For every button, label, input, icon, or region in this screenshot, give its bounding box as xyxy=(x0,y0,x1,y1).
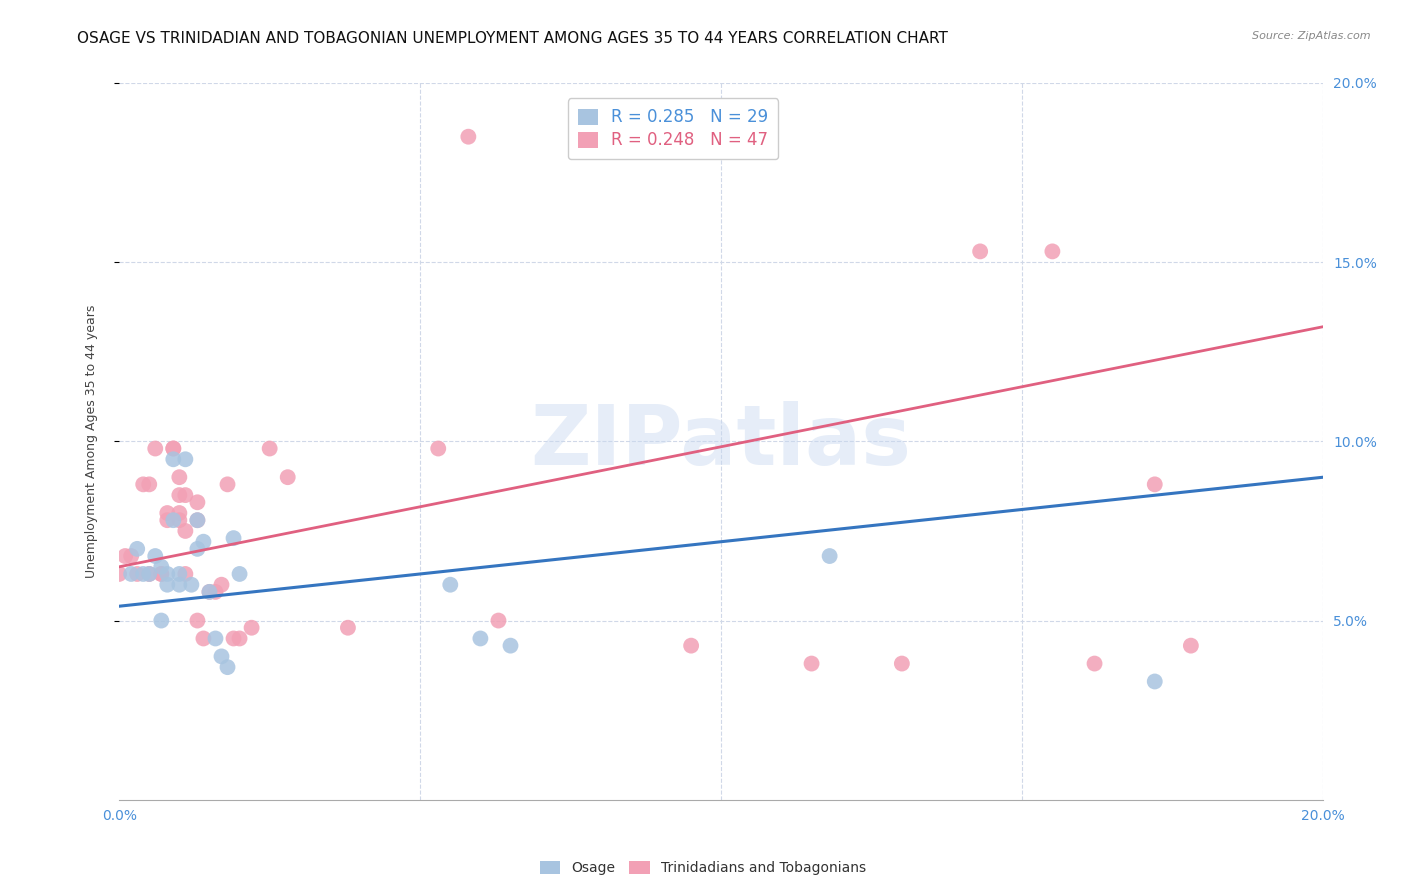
Point xyxy=(681,639,703,653)
Point xyxy=(150,614,173,628)
Point xyxy=(132,566,155,581)
Point xyxy=(114,549,136,563)
Point xyxy=(162,452,184,467)
Point xyxy=(186,513,208,527)
Point xyxy=(108,566,131,581)
Legend: R = 0.285   N = 29, R = 0.248   N = 47: R = 0.285 N = 29, R = 0.248 N = 47 xyxy=(568,98,779,160)
Point xyxy=(180,578,202,592)
Point xyxy=(427,442,450,456)
Point xyxy=(186,541,208,556)
Point xyxy=(162,513,184,527)
Point xyxy=(1180,639,1202,653)
Point xyxy=(127,566,149,581)
Point xyxy=(1143,674,1166,689)
Y-axis label: Unemployment Among Ages 35 to 44 years: Unemployment Among Ages 35 to 44 years xyxy=(86,305,98,578)
Point xyxy=(174,524,197,538)
Point xyxy=(277,470,299,484)
Point xyxy=(156,513,179,527)
Point xyxy=(259,442,281,456)
Point xyxy=(1143,477,1166,491)
Point xyxy=(138,566,160,581)
Point xyxy=(457,129,479,144)
Point xyxy=(162,442,184,456)
Point xyxy=(204,585,226,599)
Text: OSAGE VS TRINIDADIAN AND TOBAGONIAN UNEMPLOYMENT AMONG AGES 35 TO 44 YEARS CORRE: OSAGE VS TRINIDADIAN AND TOBAGONIAN UNEM… xyxy=(77,31,948,46)
Point xyxy=(818,549,841,563)
Point xyxy=(132,477,155,491)
Point xyxy=(758,112,780,126)
Point xyxy=(204,632,226,646)
Point xyxy=(240,621,263,635)
Point xyxy=(174,566,197,581)
Point xyxy=(169,578,191,592)
Point xyxy=(162,442,184,456)
Point xyxy=(217,660,239,674)
Point xyxy=(1042,244,1064,259)
Point xyxy=(193,534,215,549)
Point xyxy=(156,578,179,592)
Point xyxy=(222,632,245,646)
Point xyxy=(150,566,173,581)
Point xyxy=(193,632,215,646)
Point xyxy=(150,566,173,581)
Point xyxy=(800,657,823,671)
Point xyxy=(127,541,149,556)
Point xyxy=(211,578,233,592)
Point xyxy=(174,488,197,502)
Point xyxy=(174,452,197,467)
Point xyxy=(143,442,166,456)
Point xyxy=(969,244,991,259)
Text: ZIPatlas: ZIPatlas xyxy=(530,401,911,482)
Point xyxy=(138,566,160,581)
Text: Source: ZipAtlas.com: Source: ZipAtlas.com xyxy=(1253,31,1371,41)
Point xyxy=(169,488,191,502)
Point xyxy=(499,639,522,653)
Point xyxy=(143,549,166,563)
Point xyxy=(169,566,191,581)
Point xyxy=(439,578,461,592)
Point xyxy=(120,549,142,563)
Point xyxy=(336,621,359,635)
Point xyxy=(169,506,191,520)
Point xyxy=(186,513,208,527)
Point xyxy=(217,477,239,491)
Point xyxy=(890,657,912,671)
Point xyxy=(198,585,221,599)
Point xyxy=(150,559,173,574)
Point xyxy=(198,585,221,599)
Point xyxy=(1083,657,1105,671)
Legend: Osage, Trinidadians and Tobagonians: Osage, Trinidadians and Tobagonians xyxy=(534,855,872,880)
Point xyxy=(169,470,191,484)
Point xyxy=(228,632,250,646)
Point xyxy=(222,531,245,545)
Point xyxy=(156,566,179,581)
Point xyxy=(186,614,208,628)
Point xyxy=(120,566,142,581)
Point xyxy=(138,477,160,491)
Point xyxy=(211,649,233,664)
Point xyxy=(156,506,179,520)
Point xyxy=(228,566,250,581)
Point xyxy=(488,614,510,628)
Point xyxy=(186,495,208,509)
Point xyxy=(169,513,191,527)
Point xyxy=(470,632,492,646)
